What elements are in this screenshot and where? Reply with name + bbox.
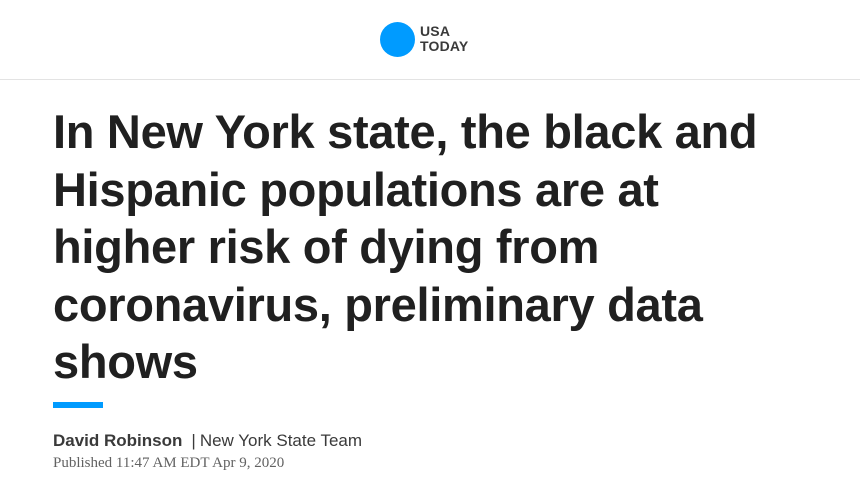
logo-line-2: TODAY xyxy=(420,38,469,54)
byline-team: New York State Team xyxy=(199,431,363,450)
article-headline: In New York state, the black and Hispani… xyxy=(53,105,758,388)
author-link[interactable]: David Robinson xyxy=(53,431,183,450)
byline: David Robinson | New York State Team xyxy=(53,431,362,451)
masthead: USA TODAY xyxy=(0,0,860,80)
byline-separator: | xyxy=(191,431,196,450)
usa-today-logo[interactable]: USA TODAY xyxy=(380,20,468,58)
published-timestamp: Published 11:47 AM EDT Apr 9, 2020 xyxy=(53,455,285,471)
headline-accent-bar xyxy=(53,402,103,408)
logo-wordmark: USA TODAY xyxy=(420,24,468,54)
logo-line-1: USA xyxy=(420,23,451,39)
usa-today-logo-dot-icon xyxy=(380,21,415,57)
